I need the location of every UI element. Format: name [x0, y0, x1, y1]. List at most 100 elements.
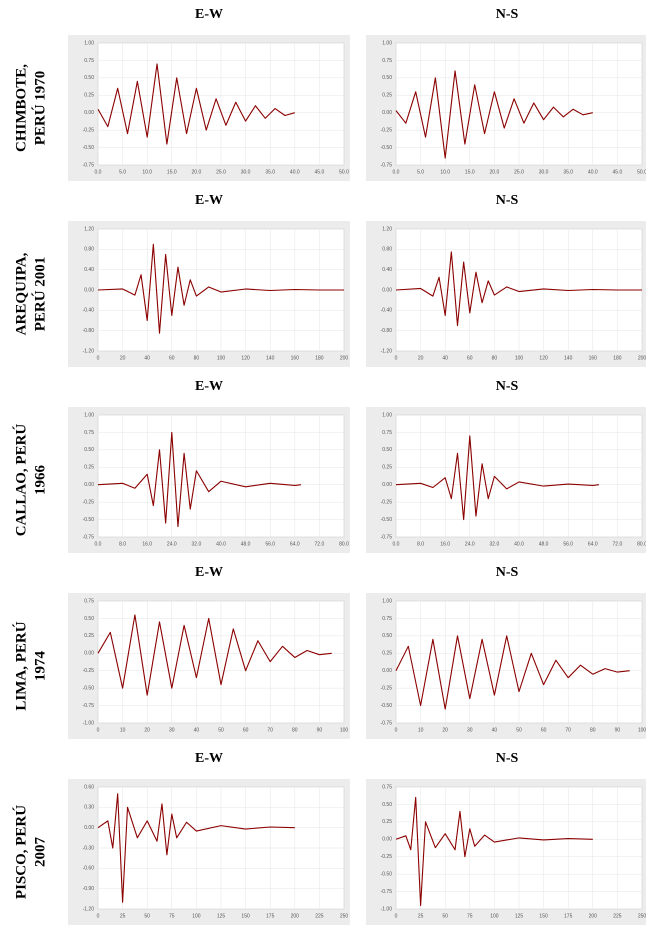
- chart-title: E-W: [195, 7, 223, 22]
- x-tick-label: 0.0: [95, 541, 102, 547]
- y-tick-label: 0.00: [84, 825, 94, 831]
- y-tick-label: 0.50: [382, 633, 392, 639]
- x-tick-label: 250: [340, 913, 349, 919]
- x-tick-label: 40.0: [216, 541, 226, 547]
- y-tick-label: -0.80: [83, 328, 95, 334]
- y-tick-label: 0.75: [84, 598, 94, 604]
- x-tick-label: 150: [241, 913, 250, 919]
- y-tick-label: -0.50: [83, 517, 95, 523]
- x-tick-label: 50.0: [339, 169, 349, 175]
- y-tick-label: 0.00: [382, 110, 392, 116]
- x-tick-label: 40: [194, 727, 200, 733]
- x-tick-label: 40: [144, 355, 150, 361]
- x-tick-label: 25.0: [514, 169, 524, 175]
- y-tick-label: -0.50: [381, 145, 393, 151]
- x-tick-label: 100: [192, 913, 201, 919]
- y-tick-label: 1.00: [382, 598, 392, 604]
- x-tick-label: 125: [217, 913, 226, 919]
- y-tick-label: 1.00: [84, 412, 94, 418]
- waveform: [97, 614, 332, 696]
- x-tick-label: 75: [467, 913, 473, 919]
- x-tick-label: 40: [492, 727, 498, 733]
- y-tick-label: 0.25: [84, 93, 94, 99]
- x-tick-label: 16.0: [142, 541, 152, 547]
- y-tick-label: 0.00: [382, 482, 392, 488]
- y-tick-label: -0.30: [83, 845, 95, 851]
- y-tick-label: 0.75: [382, 616, 392, 622]
- x-tick-label: 64.0: [290, 541, 300, 547]
- y-tick-label: -0.25: [83, 668, 95, 674]
- x-tick-label: 100: [340, 727, 349, 733]
- x-tick-label: 30: [467, 727, 473, 733]
- x-tick-label: 64.0: [588, 541, 598, 547]
- x-tick-label: 180: [613, 355, 622, 361]
- x-tick-label: 75: [169, 913, 175, 919]
- y-tick-label: -0.50: [381, 703, 393, 709]
- chart-title: E-W: [195, 379, 223, 394]
- x-tick-label: 72.0: [613, 541, 623, 547]
- y-tick-label: 0.00: [382, 668, 392, 674]
- x-tick-label: 72.0: [315, 541, 325, 547]
- y-tick-label: 0.00: [84, 287, 94, 293]
- y-tick-label: 0.00: [382, 287, 392, 293]
- x-tick-label: 10: [120, 727, 126, 733]
- x-tick-label: 5.0: [417, 169, 424, 175]
- x-tick-label: 0.0: [393, 541, 400, 547]
- x-tick-label: 35.0: [563, 169, 573, 175]
- y-tick-label: 0.00: [84, 651, 94, 657]
- waveform: [395, 635, 630, 710]
- x-tick-label: 90: [615, 727, 621, 733]
- x-tick-label: 225: [613, 913, 622, 919]
- y-tick-label: 0.50: [84, 447, 94, 453]
- x-tick-label: 16.0: [440, 541, 450, 547]
- y-tick-label: 0.80: [84, 247, 94, 253]
- x-tick-label: 80: [292, 727, 298, 733]
- x-tick-label: 160: [291, 355, 300, 361]
- x-tick-label: 60: [243, 727, 249, 733]
- y-tick-label: -1.20: [83, 348, 95, 354]
- y-tick-label: 1.20: [382, 226, 392, 232]
- waveform: [395, 70, 593, 159]
- y-tick-label: 0.25: [84, 465, 94, 471]
- x-tick-label: 30: [169, 727, 175, 733]
- x-tick-label: 70: [565, 727, 571, 733]
- row-label: PERÚ 2001: [31, 257, 48, 332]
- y-tick-label: -0.25: [381, 499, 393, 505]
- x-tick-label: 100: [638, 727, 646, 733]
- x-tick-label: 30.0: [241, 169, 251, 175]
- waveform: [395, 435, 600, 521]
- x-tick-label: 80: [590, 727, 596, 733]
- y-tick-label: 0.50: [382, 447, 392, 453]
- x-tick-label: 0: [395, 355, 398, 361]
- y-tick-label: -0.25: [83, 127, 95, 133]
- chart-title: E-W: [195, 193, 223, 208]
- x-tick-label: 5.0: [119, 169, 126, 175]
- x-tick-label: 0.0: [393, 169, 400, 175]
- x-tick-label: 175: [266, 913, 275, 919]
- waveform: [97, 431, 302, 528]
- x-tick-label: 40.0: [514, 541, 524, 547]
- x-tick-label: 56.0: [265, 541, 275, 547]
- waveform: [395, 251, 642, 327]
- row-label: PERÚ 1970: [31, 71, 48, 146]
- x-tick-label: 80: [492, 355, 498, 361]
- x-tick-label: 35.0: [265, 169, 275, 175]
- y-tick-label: 0.25: [382, 93, 392, 99]
- y-tick-label: 0.00: [84, 110, 94, 116]
- x-tick-label: 20.0: [490, 169, 500, 175]
- x-tick-label: 200: [638, 355, 646, 361]
- x-tick-label: 20.0: [192, 169, 202, 175]
- y-tick-label: 0.75: [382, 784, 392, 790]
- y-tick-label: 0.25: [84, 633, 94, 639]
- x-tick-label: 32.0: [490, 541, 500, 547]
- x-tick-label: 20: [418, 355, 424, 361]
- y-tick-label: 1.00: [382, 412, 392, 418]
- y-tick-label: 0.40: [84, 267, 94, 273]
- x-tick-label: 60: [169, 355, 175, 361]
- row-label: AREQUIPA,: [13, 252, 29, 335]
- y-tick-label: 0.75: [84, 58, 94, 64]
- x-tick-label: 0: [395, 913, 398, 919]
- x-tick-label: 80.0: [637, 541, 646, 547]
